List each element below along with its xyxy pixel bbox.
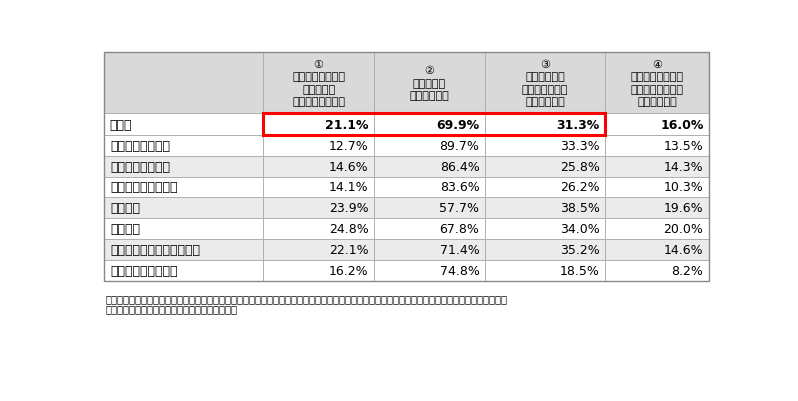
- Bar: [374, 53, 485, 114]
- Bar: [105, 239, 263, 260]
- Text: 74.8%: 74.8%: [440, 264, 480, 277]
- Bar: [605, 156, 709, 177]
- Text: 26.2%: 26.2%: [560, 181, 599, 194]
- Bar: [485, 219, 605, 239]
- Bar: [374, 114, 485, 136]
- Bar: [263, 177, 374, 198]
- Text: ③
各種手当ての
引き上げまたは
新設（予定）: ③ 各種手当ての 引き上げまたは 新設（予定）: [522, 60, 568, 107]
- Text: 19.6%: 19.6%: [664, 202, 704, 215]
- Text: 14.6%: 14.6%: [664, 243, 704, 256]
- Bar: [485, 239, 605, 260]
- Bar: [374, 136, 485, 156]
- Bar: [485, 177, 605, 198]
- Text: 全　体: 全 体: [109, 118, 132, 132]
- Bar: [485, 53, 605, 114]
- Bar: [605, 239, 709, 260]
- Bar: [263, 260, 374, 281]
- Text: ②
定期昇給を
実施（予定）: ② 定期昇給を 実施（予定）: [409, 66, 449, 101]
- Bar: [105, 114, 263, 136]
- Bar: [605, 53, 709, 114]
- Bar: [263, 136, 374, 156]
- Text: 33.3%: 33.3%: [560, 140, 599, 152]
- Bar: [263, 239, 374, 260]
- Bar: [485, 198, 605, 219]
- Text: 14.1%: 14.1%: [329, 181, 369, 194]
- Text: 57.7%: 57.7%: [440, 202, 480, 215]
- Text: 18.5%: 18.5%: [559, 264, 599, 277]
- Bar: [105, 53, 709, 281]
- Bar: [605, 114, 709, 136]
- Text: 89.7%: 89.7%: [440, 140, 480, 152]
- Bar: [605, 136, 709, 156]
- Text: 12.7%: 12.7%: [329, 140, 369, 152]
- Text: 35.2%: 35.2%: [560, 243, 599, 256]
- Bar: [374, 219, 485, 239]
- Text: 8.2%: 8.2%: [672, 264, 704, 277]
- Text: 86.4%: 86.4%: [440, 160, 480, 173]
- Text: 24.8%: 24.8%: [329, 223, 369, 235]
- Text: ①
給与表を改定して
賓金水準を
引き上げ（予定）: ① 給与表を改定して 賓金水準を 引き上げ（予定）: [292, 60, 346, 107]
- Bar: [105, 177, 263, 198]
- Text: 16.2%: 16.2%: [329, 264, 369, 277]
- Bar: [105, 53, 263, 114]
- Text: 31.3%: 31.3%: [556, 118, 599, 132]
- Text: 23.9%: 23.9%: [329, 202, 369, 215]
- Bar: [263, 156, 374, 177]
- Text: 14.6%: 14.6%: [329, 160, 369, 173]
- Bar: [374, 156, 485, 177]
- Text: 介護老人福祉施設: 介護老人福祉施設: [111, 140, 171, 152]
- Text: 介護療養型医療施設: 介護療養型医療施設: [111, 181, 178, 194]
- Text: 20.0%: 20.0%: [664, 223, 704, 235]
- Text: 10.3%: 10.3%: [664, 181, 704, 194]
- Bar: [105, 260, 263, 281]
- Text: 69.9%: 69.9%: [437, 118, 480, 132]
- Bar: [605, 177, 709, 198]
- Bar: [263, 219, 374, 239]
- Bar: [605, 219, 709, 239]
- Text: ④
諞与等の支給金額
の引き上げまたは
新設（予定）: ④ 諞与等の支給金額 の引き上げまたは 新設（予定）: [630, 60, 683, 107]
- Bar: [605, 260, 709, 281]
- Bar: [105, 219, 263, 239]
- Bar: [105, 136, 263, 156]
- Text: 居宅介護支援事業所: 居宅介護支援事業所: [111, 264, 178, 277]
- Text: 67.8%: 67.8%: [440, 223, 480, 235]
- Text: 16.0%: 16.0%: [660, 118, 704, 132]
- Text: 14.3%: 14.3%: [664, 160, 704, 173]
- Text: 22.1%: 22.1%: [329, 243, 369, 256]
- Bar: [485, 156, 605, 177]
- Text: 13.5%: 13.5%: [664, 140, 704, 152]
- Text: 71.4%: 71.4%: [440, 243, 480, 256]
- Bar: [605, 198, 709, 219]
- Text: 認知症対応型共同生活介護: 認知症対応型共同生活介護: [111, 243, 200, 256]
- Bar: [374, 260, 485, 281]
- Text: 介護老人保健施設: 介護老人保健施設: [111, 160, 171, 173]
- Bar: [105, 156, 263, 177]
- Bar: [105, 198, 263, 219]
- Bar: [263, 53, 374, 114]
- Bar: [485, 136, 605, 156]
- Bar: [263, 114, 374, 136]
- Bar: [263, 114, 605, 136]
- Text: 83.6%: 83.6%: [440, 181, 480, 194]
- Text: 38.5%: 38.5%: [559, 202, 599, 215]
- Text: 21.1%: 21.1%: [325, 118, 369, 132]
- Text: 25.8%: 25.8%: [559, 160, 599, 173]
- Bar: [374, 198, 485, 219]
- Text: 注１）給与等の引き上げの実施方法は、調査対象となった施設・事業所に在籍している介護従事者全体（介護職員に限定していない）の状況である。: 注１）給与等の引き上げの実施方法は、調査対象となった施設・事業所に在籍している介…: [106, 294, 508, 304]
- Bar: [263, 198, 374, 219]
- Bar: [485, 114, 605, 136]
- Text: 通所介護: 通所介護: [111, 223, 140, 235]
- Text: 訪問介護: 訪問介護: [111, 202, 140, 215]
- Bar: [374, 177, 485, 198]
- Text: 34.0%: 34.0%: [560, 223, 599, 235]
- Text: 注２）通所介護には地域密着型通所介護を含む。: 注２）通所介護には地域密着型通所介護を含む。: [106, 304, 238, 314]
- Bar: [374, 239, 485, 260]
- Bar: [485, 260, 605, 281]
